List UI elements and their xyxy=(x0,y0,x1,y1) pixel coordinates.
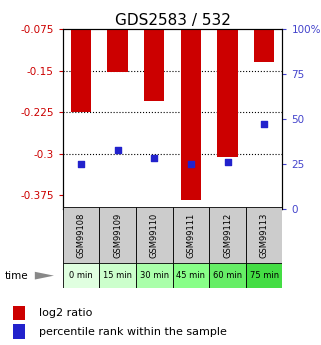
Bar xyxy=(173,263,209,288)
Bar xyxy=(99,207,136,264)
Point xyxy=(78,161,83,167)
Bar xyxy=(136,207,173,264)
Text: GSM99110: GSM99110 xyxy=(150,213,159,258)
Text: GSM99113: GSM99113 xyxy=(260,213,269,258)
Point xyxy=(115,147,120,152)
Bar xyxy=(99,263,136,288)
Text: 15 min: 15 min xyxy=(103,271,132,280)
Bar xyxy=(209,263,246,288)
Text: time: time xyxy=(5,271,29,281)
Bar xyxy=(217,29,238,157)
Text: GSM99109: GSM99109 xyxy=(113,213,122,258)
Bar xyxy=(108,29,128,72)
Point xyxy=(225,159,230,165)
Text: percentile rank within the sample: percentile rank within the sample xyxy=(39,327,227,337)
Bar xyxy=(246,263,282,288)
Text: GSM99112: GSM99112 xyxy=(223,213,232,258)
Text: 60 min: 60 min xyxy=(213,271,242,280)
Polygon shape xyxy=(35,272,54,279)
Point xyxy=(152,156,157,161)
Text: 75 min: 75 min xyxy=(250,271,279,280)
Bar xyxy=(209,207,246,264)
Bar xyxy=(63,263,99,288)
Title: GDS2583 / 532: GDS2583 / 532 xyxy=(115,13,230,28)
Text: 0 min: 0 min xyxy=(69,271,93,280)
Bar xyxy=(181,29,201,200)
Bar xyxy=(254,29,274,62)
Text: log2 ratio: log2 ratio xyxy=(39,308,93,318)
Text: GSM99108: GSM99108 xyxy=(76,213,85,258)
Bar xyxy=(144,29,164,101)
Text: 45 min: 45 min xyxy=(176,271,205,280)
Point xyxy=(262,122,267,127)
Bar xyxy=(13,324,25,339)
Text: GSM99111: GSM99111 xyxy=(187,213,195,258)
Bar xyxy=(173,207,209,264)
Bar xyxy=(136,263,173,288)
Bar xyxy=(246,207,282,264)
Bar xyxy=(63,207,99,264)
Bar xyxy=(71,29,91,112)
Text: 30 min: 30 min xyxy=(140,271,169,280)
Bar xyxy=(13,306,25,320)
Point xyxy=(188,161,194,167)
